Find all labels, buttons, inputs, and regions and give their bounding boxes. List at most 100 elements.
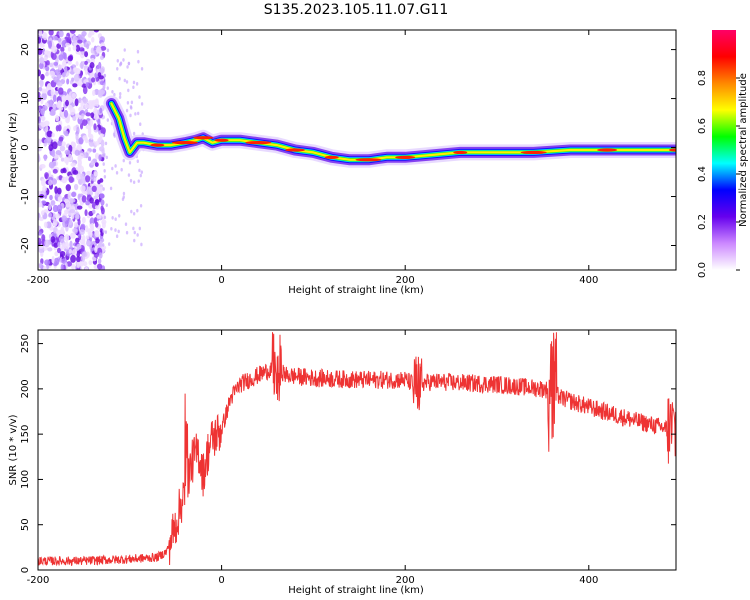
heatmap-speckle — [44, 239, 50, 248]
heatmap-speckle — [102, 85, 106, 90]
heatmap-speckle — [39, 56, 45, 64]
snr-xtick-label: -200 — [27, 575, 50, 586]
heatmap-speckle — [72, 45, 77, 51]
heatmap-speckle — [43, 154, 47, 162]
heatmap-speckle — [138, 95, 141, 99]
heatmap-speckle — [65, 184, 71, 192]
heatmap-speckle — [69, 197, 74, 204]
heatmap-speckle — [72, 35, 78, 44]
heatmap-speckle — [81, 113, 85, 119]
heatmap-speckle — [45, 71, 49, 77]
heatmap-speckle — [135, 82, 139, 86]
heatmap-speckle — [57, 124, 62, 132]
heatmap-speckle — [63, 109, 69, 118]
snr-ticks: -200 0 200 400 0 50 100 150 200 250 — [20, 330, 676, 586]
heatmap-speckle — [81, 83, 87, 88]
heatmap-speckle — [105, 155, 108, 160]
heatmap-speckle — [72, 115, 77, 121]
heatmap-speckle — [56, 187, 62, 195]
heatmap-speckle — [101, 243, 105, 247]
heatmap-speckle — [122, 191, 126, 196]
heatmap-speckle — [94, 221, 99, 228]
heatmap-speckle — [137, 179, 140, 183]
heatmap-speckle — [94, 98, 99, 104]
heatmap-speckle — [48, 203, 52, 210]
heatmap-speckle — [106, 118, 110, 122]
heatmap-speckle — [87, 156, 92, 161]
heatmap-speckle — [66, 78, 70, 85]
heatmap-speckle — [124, 222, 128, 227]
heatmap-speckle — [93, 123, 97, 131]
heatmap-speckle — [68, 176, 74, 184]
heatmap-speckle — [73, 125, 77, 131]
heatmap-speckle — [103, 82, 106, 87]
heatmap-speckle — [85, 124, 92, 130]
spectrogram-ridge — [110, 102, 676, 161]
heatmap-speckle — [49, 62, 53, 68]
heatmap-speckle — [68, 218, 73, 226]
heatmap-speckle — [50, 236, 56, 243]
heatmap-speckle — [58, 30, 64, 38]
heatmap-speckle — [122, 58, 125, 62]
heatmap-speckle — [49, 194, 53, 201]
heatmap-speckle — [58, 136, 64, 142]
snr-xtick-label: 200 — [396, 575, 415, 586]
heatmap-speckle — [71, 249, 78, 256]
heatmap-speckle — [73, 67, 78, 73]
heatmap-speckle — [101, 222, 106, 229]
heatmap-speckle — [74, 98, 79, 107]
heatmap-speckle — [56, 71, 62, 80]
heatmap-speckle — [90, 160, 95, 166]
spectrogram-peak — [597, 148, 618, 152]
heatmap-speckle — [76, 255, 81, 263]
heatmap-speckle — [91, 36, 95, 43]
heatmap-speckle — [89, 62, 95, 69]
heatmap-speckle — [43, 50, 50, 55]
heatmap-speckle — [40, 121, 46, 128]
heatmap-speckle — [65, 202, 71, 208]
heatmap-speckle — [69, 232, 76, 239]
heatmap-speckle — [84, 68, 89, 76]
heatmap-speckle — [102, 187, 105, 191]
heatmap-speckle — [71, 263, 76, 270]
heatmap-speckle — [121, 197, 125, 201]
heatmap-speckle — [136, 233, 139, 237]
heatmap-speckle — [63, 198, 70, 204]
heatmap-speckle — [41, 178, 46, 187]
heatmap-speckle — [55, 229, 62, 236]
heatmap-speckle — [79, 62, 84, 69]
heatmap-speckle — [38, 30, 43, 37]
heatmap-speckle — [123, 78, 127, 83]
heatmap-speckle — [97, 179, 101, 185]
heatmap-speckle — [38, 147, 42, 152]
heatmap-speckle — [90, 133, 94, 141]
spectrogram-ytick-label: 20 — [20, 43, 31, 56]
heatmap-speckle — [48, 40, 53, 49]
figure-title: S135.2023.105.11.07.G11 — [264, 2, 449, 18]
heatmap-speckle — [100, 46, 107, 51]
heatmap-speckle — [75, 213, 80, 220]
heatmap-speckle — [93, 171, 98, 177]
heatmap-speckle — [41, 88, 47, 94]
heatmap-speckle — [126, 100, 130, 105]
heatmap-speckle — [72, 169, 79, 175]
spectrogram-ytick-label: -20 — [20, 237, 31, 253]
heatmap-speckle — [57, 100, 62, 108]
heatmap-speckle — [63, 130, 69, 136]
heatmap-speckle — [57, 241, 61, 248]
heatmap-speckle — [60, 157, 65, 162]
heatmap-speckle — [136, 49, 140, 54]
colorbar-gradient — [712, 30, 736, 270]
heatmap-speckle — [55, 150, 62, 156]
heatmap-speckle — [120, 167, 123, 172]
heatmap-speckle — [103, 174, 107, 179]
heatmap-speckle — [132, 211, 136, 216]
heatmap-speckle — [105, 203, 108, 207]
heatmap-speckle — [97, 119, 101, 126]
heatmap-speckle — [41, 200, 47, 205]
heatmap-speckle — [38, 142, 41, 148]
heatmap-speckle — [52, 35, 58, 41]
heatmap-speckle — [67, 191, 72, 200]
heatmap-speckle — [129, 105, 133, 109]
heatmap-speckle — [88, 260, 93, 266]
